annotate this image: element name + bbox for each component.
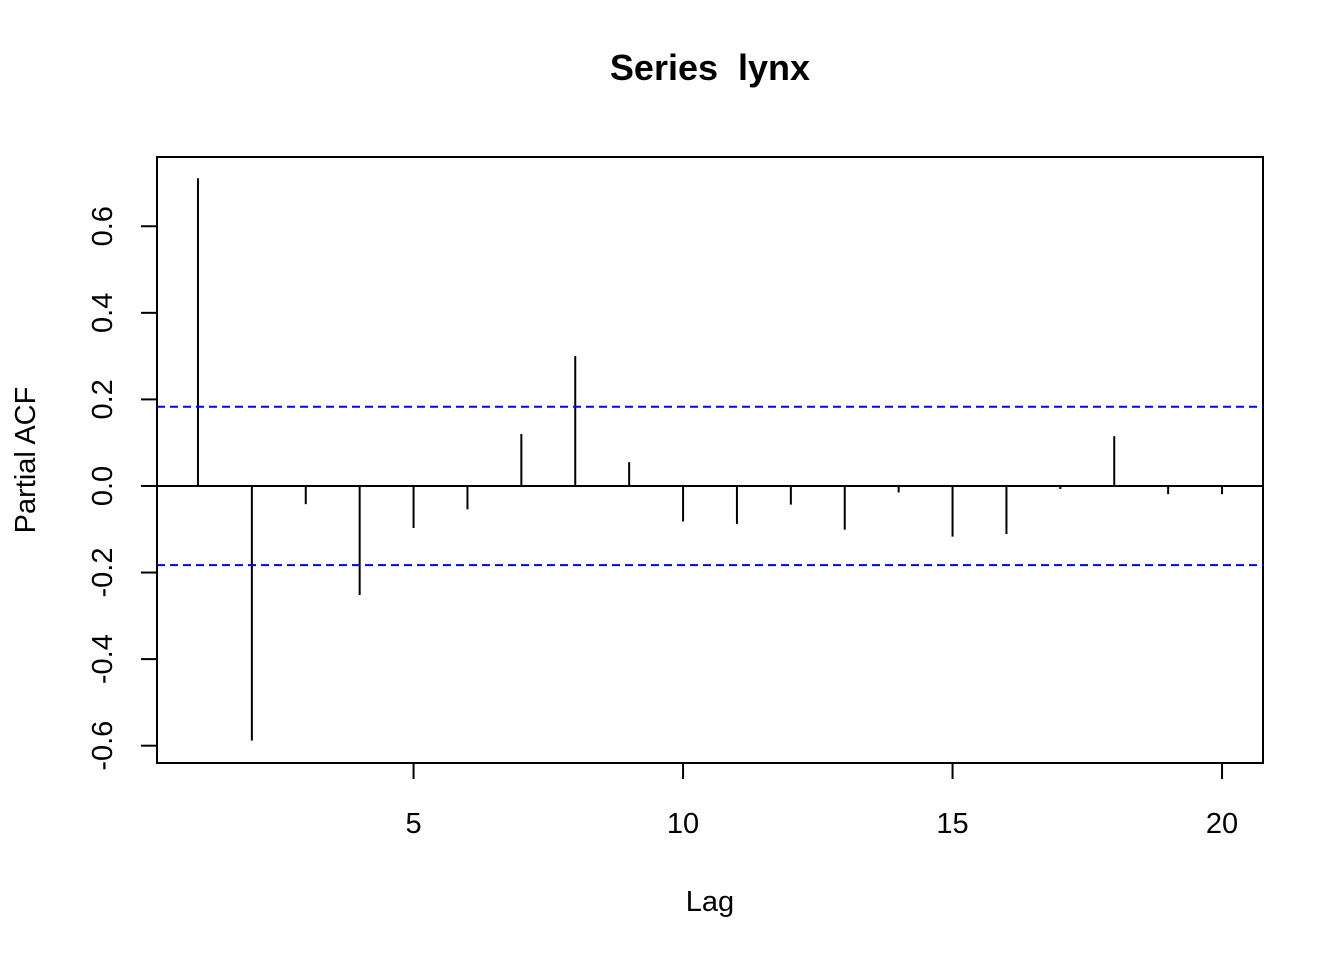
y-axis: -0.6 -0.4 -0.2 0.0 0.2 0.4 0.6 — [87, 206, 158, 771]
y-axis-label: Partial ACF — [10, 387, 42, 534]
x-axis: 5 10 15 20 — [405, 762, 1238, 840]
x-tick-label: 20 — [1206, 808, 1238, 840]
y-tick-label: -0.4 — [87, 634, 119, 684]
y-tick-label: 0.6 — [87, 206, 119, 246]
y-tick-label: -0.6 — [87, 721, 119, 771]
x-tick-label: 10 — [667, 808, 699, 840]
x-tick-label: 15 — [936, 808, 968, 840]
y-tick-label: 0.0 — [87, 466, 119, 506]
y-tick-label: 0.4 — [87, 293, 119, 333]
chart-title: Series lynx — [610, 47, 810, 88]
plot-frame — [156, 156, 1264, 764]
x-axis-label: Lag — [686, 886, 734, 918]
y-tick-label: 0.2 — [87, 379, 119, 419]
x-tick-label: 5 — [405, 808, 421, 840]
pacf-bars — [157, 178, 1263, 741]
y-tick-label: -0.2 — [87, 548, 119, 598]
confidence-lines — [157, 405, 1263, 567]
